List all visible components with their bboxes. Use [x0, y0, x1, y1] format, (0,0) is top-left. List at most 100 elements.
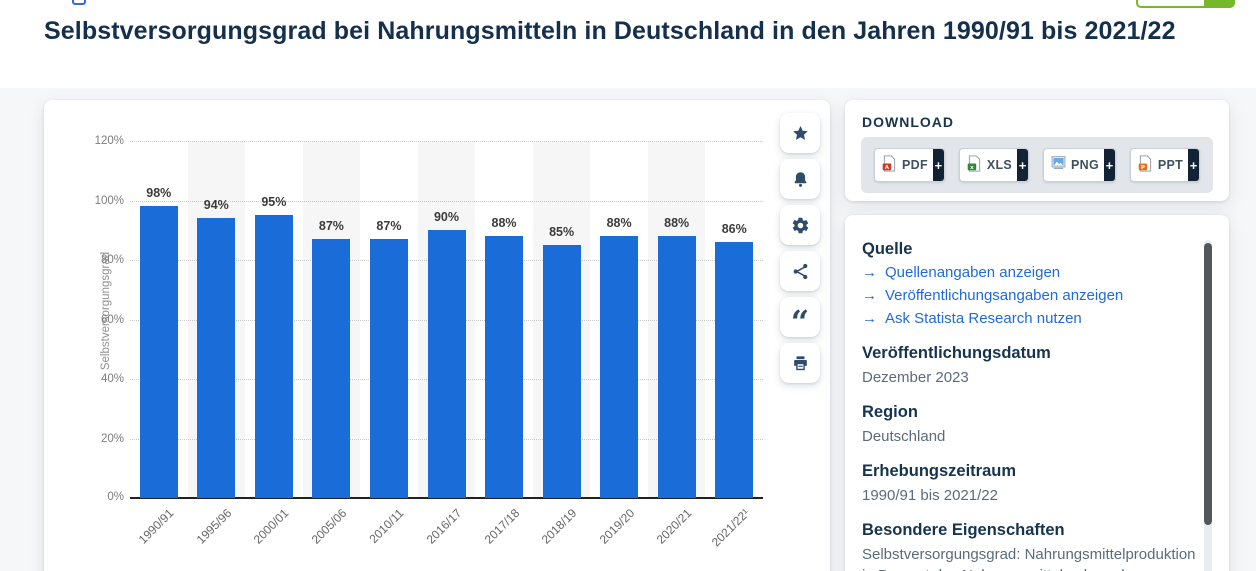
bar: [139, 206, 178, 498]
download-xls-button[interactable]: x XLS +: [958, 148, 1030, 182]
favorite-star-button[interactable]: [780, 113, 820, 153]
settings-gear-button[interactable]: [780, 205, 820, 245]
info-section: Besondere Eigenschaften Selbstversorgungs…: [862, 520, 1202, 571]
bar-value-label: 98%: [146, 186, 172, 201]
y-axis-tick-label: 40%: [100, 373, 124, 385]
bar: [657, 236, 696, 498]
y-axis-tick-label: 120%: [94, 135, 124, 147]
arrow-right-icon: →: [862, 310, 877, 327]
x-axis-tick-label: 1990/91: [136, 506, 177, 547]
share-button[interactable]: [780, 251, 820, 291]
download-ppt-button[interactable]: P PPT +: [1129, 148, 1201, 182]
print-button[interactable]: [780, 343, 820, 383]
details-card: Quelle → Quellenangaben anzeigen → Veröffen…: [845, 215, 1229, 571]
bar-value-label: 87%: [318, 219, 344, 234]
arrow-right-icon: →: [862, 264, 877, 281]
ppt-file-icon: P: [1137, 155, 1154, 175]
info-sections: Veröffentlichungsdatum Dezember 2023 Regio…: [862, 343, 1202, 571]
bar: [542, 245, 581, 498]
download-png-button[interactable]: PNG +: [1043, 148, 1116, 182]
x-axis-tick-label: 2020/21: [654, 506, 695, 547]
gridline: [130, 200, 763, 202]
y-axis-tick-label: 0%: [107, 491, 124, 503]
download-options-toggle[interactable]: +: [1017, 149, 1029, 181]
cite-quote-button[interactable]: “: [780, 297, 820, 338]
info-section-heading: Region: [862, 403, 918, 421]
x-axis-tick-label: 2018/19: [538, 506, 580, 547]
bar: [485, 236, 524, 498]
bar: [312, 239, 351, 498]
download-options-toggle[interactable]: +: [932, 149, 944, 181]
info-section-value: Dezember 2023: [862, 369, 969, 386]
download-heading: DOWNLOAD: [862, 114, 954, 130]
arrow-right-icon: →: [862, 287, 877, 304]
download-options-toggle[interactable]: +: [1188, 149, 1200, 181]
svg-text:x: x: [970, 165, 974, 171]
alert-bell-button[interactable]: [780, 159, 820, 199]
x-axis-baseline: [130, 497, 763, 499]
gridline: [130, 141, 763, 142]
download-card: DOWNLOAD A PDF + x XLS + PNG + P PPT +: [845, 100, 1229, 201]
svg-text:A: A: [885, 165, 890, 171]
x-axis-tick-label: 1995/96: [193, 506, 235, 547]
download-button-label: PNG: [1071, 158, 1100, 172]
download-button-body: P PPT: [1131, 149, 1188, 181]
info-section: Region Deutschland: [862, 402, 1202, 447]
settings-gear-icon: [791, 216, 810, 235]
x-axis-tick-label: 2010/11: [366, 506, 407, 546]
y-axis-tick-label: 20%: [100, 432, 124, 445]
x-axis-tick-label: 2017/18: [481, 506, 522, 547]
download-button-body: x XLS: [960, 149, 1017, 181]
page-title: Selbstversorgungsgrad bei Nahrungsmittel…: [44, 17, 1176, 45]
alert-bell-icon: [791, 170, 810, 189]
source-link[interactable]: → Quellenangaben anzeigen: [862, 262, 1202, 283]
x-axis-tick-label: 2016/17: [423, 506, 465, 547]
download-button-label: PDF: [902, 158, 928, 172]
bar-value-label: 88%: [664, 216, 690, 231]
bar: [254, 215, 293, 498]
bar-value-label: 95%: [261, 195, 287, 210]
bar: [197, 218, 236, 498]
favorite-star-icon: [791, 124, 810, 143]
plot-area: 20% 40% 60% 80% 100% 120% 0% 98% 1990/91 94% 1995/…: [95, 135, 763, 549]
source-link[interactable]: → Ask Statista Research nutzen: [862, 308, 1202, 329]
bar: [600, 236, 639, 498]
info-section: Veröffentlichungsdatum Dezember 2023: [862, 343, 1202, 388]
download-button-body: A PDF: [875, 149, 933, 181]
info-section-value: Selbstversorgungsgrad: Nahrungsmittelpro…: [862, 546, 1196, 571]
source-link-label: Veröffentlichungsangaben anzeigen: [885, 287, 1124, 304]
download-button-panel: A PDF + x XLS + PNG + P PPT +: [861, 137, 1213, 193]
bar: [369, 239, 408, 498]
x-axis-tick-label: 2019/20: [596, 506, 638, 547]
chart-card: Selbstversorgungsgrad 20% 40% 60% 80% 100% 12…: [44, 100, 830, 571]
breadcrumb-icon[interactable]: [72, 0, 86, 5]
info-section-heading: Besondere Eigenschaften: [862, 521, 1065, 539]
y-axis-tick-label: 100%: [94, 194, 124, 207]
download-button-body: PNG: [1044, 149, 1104, 181]
y-axis-tick-label: 80%: [100, 254, 124, 266]
info-section-heading: Veröffentlichungsdatum: [862, 344, 1051, 362]
source-link[interactable]: → Veröffentlichungsangaben anzeigen: [862, 285, 1202, 306]
bar-value-label: 86%: [721, 222, 747, 237]
bar-value-label: 94%: [203, 198, 229, 213]
info-section-heading: Erhebungszeitraum: [862, 462, 1017, 480]
svg-text:P: P: [1141, 165, 1145, 171]
source-link-label: Ask Statista Research nutzen: [885, 310, 1082, 327]
print-icon: [791, 354, 810, 373]
bar-value-label: 87%: [376, 219, 402, 234]
download-options-toggle[interactable]: +: [1104, 149, 1115, 181]
save-statistic-button[interactable]: [1136, 0, 1235, 8]
download-pdf-button[interactable]: A PDF +: [874, 148, 945, 182]
y-axis-tick-label: 60%: [100, 313, 124, 326]
chart-action-toolbar: “: [780, 113, 820, 383]
scrollbar-thumb[interactable]: [1204, 243, 1212, 525]
details-content: Quelle → Quellenangaben anzeigen → Veröffen…: [862, 239, 1202, 571]
share-icon: [791, 262, 810, 281]
save-statistic-dropdown[interactable]: [1204, 0, 1233, 6]
info-section: Erhebungszeitraum 1990/91 bis 2021/22: [862, 461, 1202, 506]
bar-value-label: 88%: [491, 216, 517, 231]
info-section-value: 1990/91 bis 2021/22: [862, 487, 998, 504]
source-links: → Quellenangaben anzeigen → Veröffentlichun…: [862, 262, 1202, 329]
bar-value-label: 90%: [433, 210, 459, 225]
